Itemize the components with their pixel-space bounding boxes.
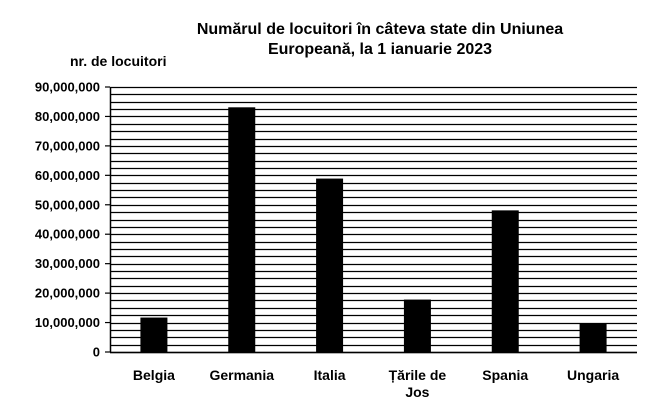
y-tick-label: 50,000,000 (35, 197, 100, 212)
chart-title-line-2: Europeană, la 1 ianuarie 2023 (267, 41, 493, 58)
x-category-label: Țările de Jos (389, 367, 447, 400)
bar-2 (228, 107, 256, 352)
chart-title: Numărul de locuitori în câteva state din… (150, 20, 610, 60)
y-tick-label: 70,000,000 (35, 138, 100, 153)
x-category-label: Italia (314, 367, 346, 383)
y-tick-label: 80,000,000 (35, 109, 100, 124)
x-category-label: Spania (482, 367, 528, 383)
x-category-label: Ungaria (567, 367, 619, 383)
bar-3 (316, 178, 344, 352)
y-tick-label: 20,000,000 (35, 286, 100, 301)
x-category-label: Germania (209, 367, 274, 383)
y-tick-label: 40,000,000 (35, 227, 100, 242)
chart-title-line-1: Numărul de locuitori în câteva state din… (196, 21, 564, 38)
y-tick-label: 0 (93, 345, 100, 360)
bar-5 (491, 210, 519, 352)
y-tick-label: 90,000,000 (35, 80, 100, 95)
y-tick-label: 60,000,000 (35, 168, 100, 183)
bar-4 (403, 299, 431, 352)
y-tick-label: 10,000,000 (35, 315, 100, 330)
x-category-label: Belgia (133, 367, 175, 383)
bar-6 (579, 323, 607, 352)
y-tick-label: 30,000,000 (35, 256, 100, 271)
y-axis-label: nr. de locuitori (70, 53, 167, 69)
bar-1 (140, 317, 168, 352)
